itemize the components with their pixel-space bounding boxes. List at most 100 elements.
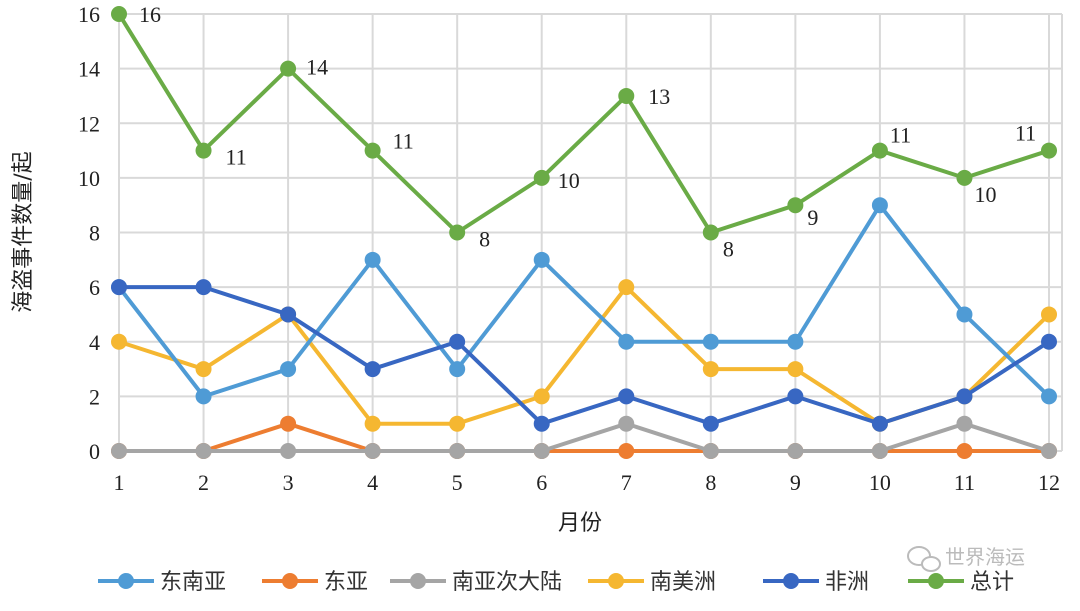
data-point [111,6,127,22]
data-point [195,443,212,459]
data-point [1041,388,1057,405]
data-point [195,279,212,296]
data-point [787,333,804,350]
x-tick-label: 4 [367,470,378,495]
y-axis-title: 海盗事件数量/起 [11,151,36,312]
data-point [956,388,973,405]
x-tick-label: 1 [114,470,125,495]
y-tick-label: 0 [89,439,100,464]
data-point [787,443,804,459]
data-label: 8 [723,237,734,262]
data-point [702,443,719,459]
data-point [111,333,127,350]
data-point [280,60,297,77]
data-point [533,251,550,268]
legend: 东南亚 东亚 南亚次大陆 南美洲 非洲 总计 [98,570,1014,595]
data-point [871,142,888,159]
data-label: 11 [393,129,414,154]
data-label: 13 [648,84,670,109]
data-point [956,443,973,459]
legend-marker [118,573,134,589]
x-tick-label: 2 [198,470,209,495]
data-point [449,443,466,459]
data-point [871,415,888,432]
data-point [618,443,635,459]
data-point [618,279,635,296]
data-point [111,279,127,296]
data-label: 10 [974,182,996,207]
wechat-icon [907,546,941,572]
legend-marker [282,573,298,589]
x-tick-label: 3 [283,470,294,495]
x-tick-label: 6 [536,470,547,495]
series-非洲 [111,279,1057,432]
data-point [195,142,212,159]
y-tick-label: 2 [89,384,100,409]
data-point [449,224,466,241]
data-point [533,415,550,432]
x-tick-label: 7 [621,470,632,495]
y-tick-label: 4 [89,330,100,355]
data-point [956,169,973,186]
legend-marker [410,573,426,589]
data-point [364,361,381,378]
y-tick-label: 6 [89,275,100,300]
series-总计 [111,6,1057,241]
series-group [111,6,1057,459]
x-axis-ticks: 1 2 3 4 5 6 7 8 9 10 11 12 [114,470,1061,495]
data-label: 14 [306,55,328,80]
legend-label: 南美洲 [650,570,716,595]
data-point [1041,306,1057,323]
legend-marker [928,573,944,589]
data-point [702,361,719,378]
y-tick-label: 14 [78,57,100,82]
legend-marker [608,573,624,589]
data-label: 9 [807,205,818,230]
y-tick-label: 16 [78,2,100,27]
data-label: 11 [890,123,911,148]
y-axis-ticks: 0 2 4 6 8 10 12 14 16 [78,2,100,464]
legend-item: 非洲 [763,570,869,595]
x-axis-title: 月份 [558,511,602,536]
watermark: 世界海运 [907,545,1025,572]
x-tick-label: 12 [1038,470,1060,495]
series-line [117,203,1051,399]
legend-label: 东亚 [324,570,368,595]
data-point [449,333,466,350]
x-tick-label: 9 [790,470,801,495]
grid [118,13,1063,452]
legend-item: 总计 [908,570,1014,595]
y-tick-label: 12 [78,111,100,136]
data-point [618,415,635,432]
legend-item: 东亚 [262,570,368,595]
legend-item: 南美洲 [588,570,716,595]
data-point [280,361,297,378]
data-point [618,333,635,350]
data-point [449,361,466,378]
data-point [702,333,719,350]
data-point [787,388,804,405]
x-tick-label: 10 [869,470,891,495]
data-point [364,415,381,432]
y-tick-label: 10 [78,166,100,191]
data-point [533,388,550,405]
data-point [871,197,888,214]
data-point [1041,333,1057,350]
data-point [449,415,466,432]
data-point [871,443,888,459]
legend-label: 总计 [970,570,1014,595]
legend-label: 东南亚 [160,570,226,595]
data-point [280,415,297,432]
series-line [119,285,1051,426]
series-line [119,421,1050,453]
legend-marker [783,573,799,589]
data-point [618,87,635,104]
data-point [1041,443,1057,459]
data-point [111,443,127,459]
legend-label: 南亚次大陆 [452,570,562,595]
series-line [118,285,1051,426]
x-tick-label: 5 [452,470,463,495]
data-point [280,443,297,459]
data-label: 16 [139,2,161,27]
